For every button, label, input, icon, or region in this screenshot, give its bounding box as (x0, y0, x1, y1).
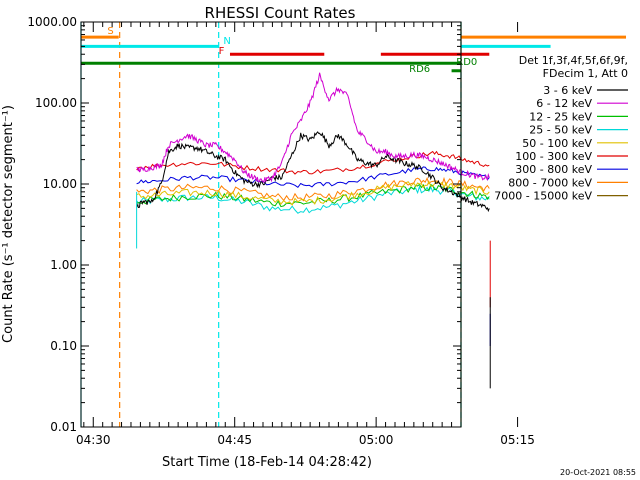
legend-label: 25 - 50 keV (529, 124, 592, 137)
state-bar-label: RD6 (409, 64, 430, 75)
series-line (136, 72, 490, 184)
legend-label: 100 - 300 keV (515, 150, 592, 163)
y-axis: 0.01 0.10 1.00 10.00 100.00 1000.00 (27, 15, 461, 434)
series-line (136, 166, 490, 188)
series-line (136, 180, 490, 206)
legend-label: 800 - 7000 keV (508, 176, 592, 189)
legend-header: FDecim 1, Att 0 (543, 67, 628, 80)
legend-label: 3 - 6 keV (543, 84, 592, 97)
x-axis-label: Start Time (18-Feb-14 04:28:42) (162, 455, 372, 470)
legend-label: 7000 - 15000 keV (494, 190, 592, 203)
x-tick-label: 05:15 (500, 433, 535, 447)
attenuator-state-bars: S NF RD0 RD6 (81, 26, 627, 75)
series-line (136, 176, 490, 202)
chart-title: RHESSI Count Rates (205, 4, 356, 22)
legend: Det 1f,3f,4f,5f,6f,9f,FDecim 1, Att 0 3 -… (494, 54, 628, 203)
y-axis-label: Count Rate (s⁻¹ detector segment⁻¹) (1, 105, 16, 343)
x-tick-label: 05:00 (359, 433, 394, 447)
legend-label: 12 - 25 keV (529, 110, 592, 123)
y-tick-label: 0.10 (50, 339, 77, 353)
plot-frame (80, 21, 462, 428)
legend-label: 6 - 12 keV (536, 97, 592, 110)
state-bar-label: F (219, 46, 225, 57)
legend-label: 300 - 800 keV (515, 163, 592, 176)
state-bar-label: S (107, 26, 113, 37)
series-layer (136, 72, 491, 389)
x-tick-label: 04:45 (217, 433, 252, 447)
y-tick-label: 10.00 (43, 177, 77, 191)
timestamp: 20-Oct-2021 08:55 (560, 468, 636, 477)
state-bar-label: RD0 (456, 57, 477, 68)
legend-label: 50 - 100 keV (522, 137, 592, 150)
state-bar-label: N (223, 36, 230, 47)
x-tick-label: 04:30 (76, 433, 111, 447)
y-tick-label: 1.00 (50, 258, 77, 272)
series-line (136, 150, 490, 175)
y-tick-label: 1000.00 (27, 15, 77, 29)
y-tick-label: 100.00 (35, 96, 77, 110)
y-tick-label: 0.01 (50, 420, 77, 434)
series-line (136, 131, 490, 213)
legend-header: Det 1f,3f,4f,5f,6f,9f, (519, 54, 628, 67)
